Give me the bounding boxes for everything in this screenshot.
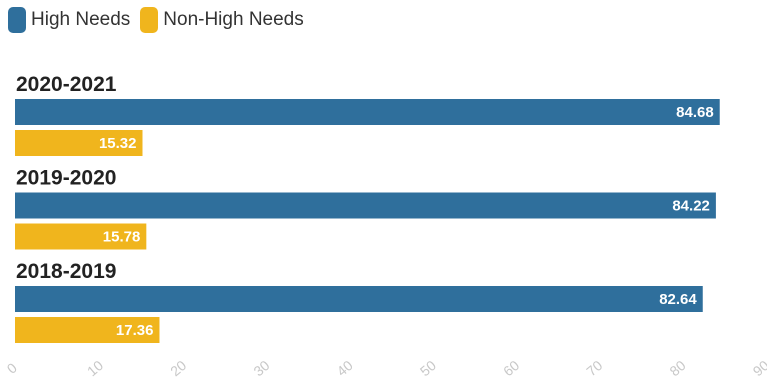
bar-value-label: 84.22 (672, 198, 710, 215)
bar (15, 223, 147, 250)
x-tick-label: 50 (417, 357, 439, 379)
bar-value-label: 17.36 (116, 322, 154, 339)
legend-label-high-needs: High Needs (31, 9, 131, 30)
x-tick-label: 60 (500, 357, 522, 379)
bar-value-label: 84.68 (676, 104, 714, 121)
category-label: 2019-2020 (16, 167, 116, 190)
chart-legend: High Needs Non-High Needs (8, 7, 314, 33)
x-tick-label: 30 (250, 357, 272, 379)
x-tick-label: 40 (334, 357, 356, 379)
legend-label-non-high-needs: Non-High Needs (163, 9, 304, 30)
x-tick-label: 10 (84, 357, 106, 379)
bar (15, 317, 160, 343)
legend-swatch-non-high-needs (140, 7, 159, 33)
bar (15, 192, 716, 219)
x-tick-label: 80 (666, 357, 688, 379)
bar-value-label: 82.64 (659, 291, 697, 308)
bar (15, 99, 720, 125)
bar (15, 286, 703, 312)
legend-item-high-needs[interactable]: High Needs (8, 7, 130, 33)
legend-swatch-high-needs (8, 7, 26, 33)
category-label: 2020-2021 (16, 73, 117, 96)
bar-value-label: 15.32 (99, 135, 137, 152)
x-tick-label: 70 (583, 357, 605, 379)
x-tick-label: 90 (750, 357, 767, 379)
x-tick-label: 20 (167, 357, 189, 379)
bar (15, 130, 143, 156)
bar-value-label: 15.78 (103, 229, 141, 246)
category-label: 2018-2019 (16, 260, 116, 283)
x-tick-label: 0 (4, 359, 20, 376)
legend-item-non-high-needs[interactable]: Non-High Needs (140, 7, 304, 33)
